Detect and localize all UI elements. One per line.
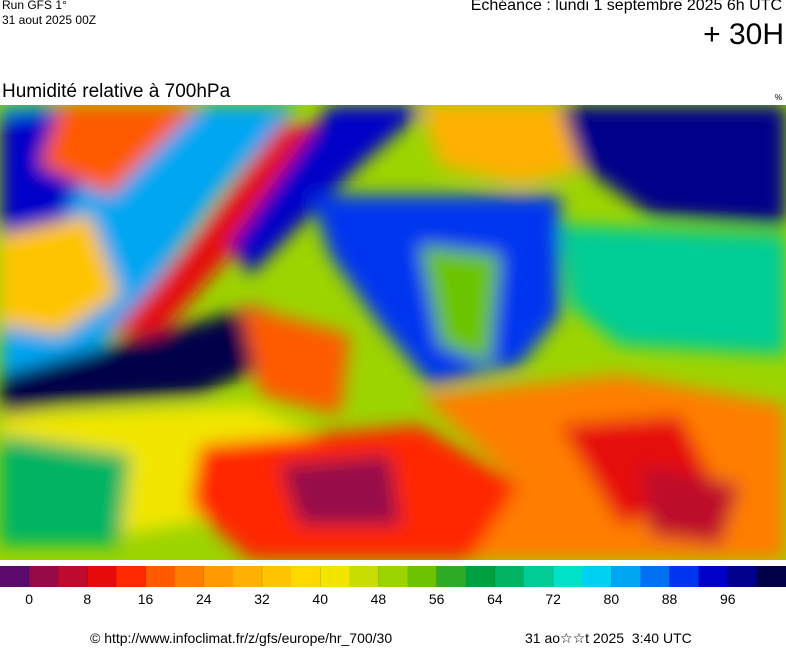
colorbar-swatch <box>378 566 409 587</box>
colorbar-tick-label: 0 <box>25 591 33 606</box>
unit: % <box>774 93 782 102</box>
humidity-field <box>0 105 786 560</box>
colorbar-swatch <box>727 566 758 587</box>
colorbar-tick-label: 80 <box>604 591 620 606</box>
colorbar-tick-label: 24 <box>196 591 212 606</box>
colorbar-tick-label: 64 <box>487 591 503 606</box>
colorbar-tick-label: 8 <box>83 591 91 606</box>
run-label: Run GFS 1° <box>2 0 67 12</box>
colorbar-tick-label: 88 <box>662 591 678 606</box>
colorbar-swatch <box>436 566 467 587</box>
colorbar-swatch <box>58 566 88 587</box>
colorbar-swatch <box>0 566 30 587</box>
colorbar-swatch <box>174 566 205 587</box>
colorbar-swatch <box>553 566 583 587</box>
colorbar-swatch <box>320 566 350 587</box>
colorbar-tick-label: 40 <box>312 591 328 606</box>
colorbar: 0 8 16 24 32 40 48 56 64 72 80 88 96 <box>0 566 786 606</box>
colorbar-tick-label: 72 <box>545 591 561 606</box>
colorbar-swatch <box>262 566 292 587</box>
colorbar-tick-label: 56 <box>429 591 445 606</box>
colorbar-swatch <box>145 566 176 587</box>
colorbar-swatch <box>407 566 438 587</box>
colorbar-swatch <box>611 566 641 587</box>
colorbar-swatch <box>232 566 263 587</box>
colorbar-tick-label: 96 <box>720 591 736 606</box>
echeance: Echéance : lundi 1 septembre 2025 6h UTC <box>470 0 782 14</box>
horizon: + 30H <box>703 18 784 51</box>
source: © http://www.infoclimat.fr/z/gfs/europe/… <box>90 630 393 646</box>
generated: 31 ao☆☆t 2025 3:40 UTC <box>525 630 692 646</box>
humidity-map <box>0 105 786 560</box>
colorbar-swatch <box>291 566 321 587</box>
colorbar-tick-label: 48 <box>371 591 387 606</box>
colorbar-swatch <box>698 566 729 587</box>
colorbar-swatch <box>669 566 700 587</box>
map-title: Humidité relative à 700hPa <box>2 81 231 102</box>
colorbar-swatch <box>756 566 786 587</box>
colorbar-swatch <box>494 566 525 587</box>
colorbar-swatch <box>524 566 554 587</box>
colorbar-tick-label: 32 <box>254 591 270 606</box>
colorbar-swatch <box>116 566 147 587</box>
colorbar-swatch <box>582 566 612 587</box>
colorbar-swatch <box>29 566 59 587</box>
colorbar-swatch <box>87 566 117 587</box>
colorbar-tick-label: 16 <box>138 591 154 606</box>
colorbar-swatch <box>203 566 234 587</box>
colorbar-swatch <box>465 566 496 587</box>
run-date: 31 aout 2025 00Z <box>2 13 97 27</box>
colorbar-swatch <box>349 566 379 587</box>
colorbar-swatch <box>640 566 671 587</box>
